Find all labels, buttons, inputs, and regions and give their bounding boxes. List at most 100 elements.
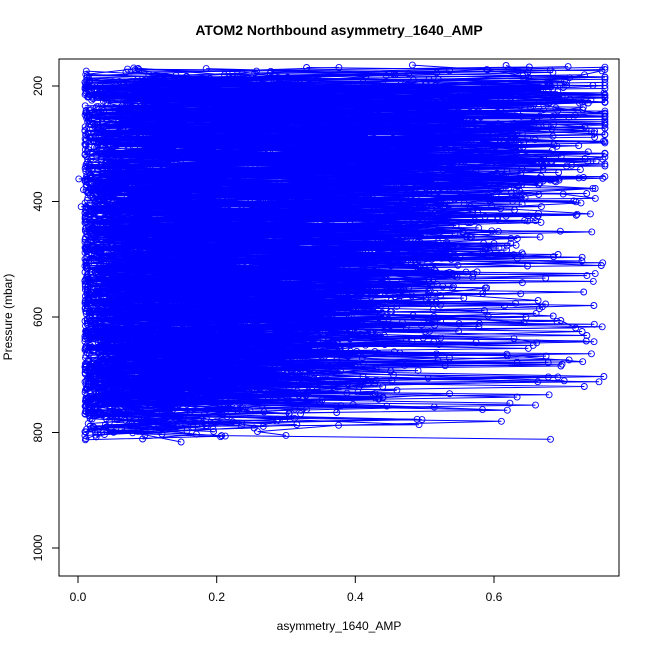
data-point [375,332,383,340]
data-point [422,102,430,109]
data-point [169,413,177,421]
data-point [583,272,591,280]
data-point [433,350,440,358]
data-point [348,144,356,152]
data-point [109,326,117,333]
data-point [87,298,95,306]
data-point [457,117,465,125]
data-point [577,199,585,207]
data-point [86,112,94,120]
data-point [87,373,95,381]
data-point [601,75,609,83]
x-tick-label: 0.6 [486,590,503,604]
data-point [583,190,591,197]
data-point [206,78,214,86]
data-point [553,317,561,325]
data-point [564,63,572,71]
data-point [102,226,110,234]
data-point [88,250,96,258]
data-point [374,255,381,263]
data-point [139,332,147,340]
data-point [91,291,98,299]
data-point [92,433,100,441]
data-point [97,85,105,93]
data-point [554,251,562,258]
data-point [402,185,410,193]
data-point [583,332,591,339]
data-point [502,62,510,69]
data-point [269,345,277,353]
x-axis: 0.0 0.2 0.4 0.6 asymmetry_1640_AMP [70,575,503,633]
data-point [97,345,105,353]
data-point [83,136,90,144]
data-point [153,155,161,163]
data-point [280,261,288,269]
data-point [143,411,151,419]
data-point [473,268,481,276]
data-point [534,212,542,220]
data-point [188,176,196,183]
data-point [127,260,135,268]
data-point [481,156,489,164]
data-point [246,96,254,104]
data-point [544,78,552,86]
data-point [601,131,609,139]
data-point [96,287,104,295]
data-point [600,89,608,97]
data-point [197,368,205,376]
data-point [549,132,557,140]
data-point [590,338,598,346]
data-point [202,236,210,244]
data-point [86,211,94,219]
data-point [333,409,341,416]
data-point [81,337,89,345]
data-point [118,184,126,192]
data-point [88,167,96,175]
data-point [597,262,605,269]
data-point [539,162,547,169]
data-point [258,379,265,386]
data-point [104,315,112,323]
data-point [509,126,517,134]
data-point [598,323,606,331]
data-point [212,171,220,179]
data-point [546,99,554,106]
data-point [267,67,275,75]
data-point [601,98,609,106]
data-point [85,357,93,365]
data-point [82,307,90,315]
data-point [356,249,364,257]
y-tick-label: 200 [31,76,45,96]
data-point [601,173,609,181]
data-point [540,153,547,161]
data-point [87,281,95,289]
data-point [559,190,567,198]
data-point [108,248,116,256]
data-point [514,109,522,117]
data-point [87,230,95,238]
data-point [513,255,521,262]
data-point [513,147,521,155]
data-point [429,276,437,284]
data-point [439,161,447,169]
data-point [579,103,587,111]
data-point [115,363,123,371]
data-point [82,402,90,410]
data-point [204,242,212,250]
data-point [429,306,437,314]
data-point [392,246,400,254]
profile-line [84,77,541,438]
data-point [82,213,89,221]
data-point [83,203,91,211]
data-point [96,333,104,341]
data-point [599,137,607,145]
data-point [599,174,607,182]
data-point [586,210,594,218]
data-point [536,305,543,313]
data-point [598,67,606,75]
data-point [313,301,321,309]
data-point [85,382,92,390]
data-point [101,388,109,396]
data-point [206,257,214,265]
data-point [578,328,586,335]
